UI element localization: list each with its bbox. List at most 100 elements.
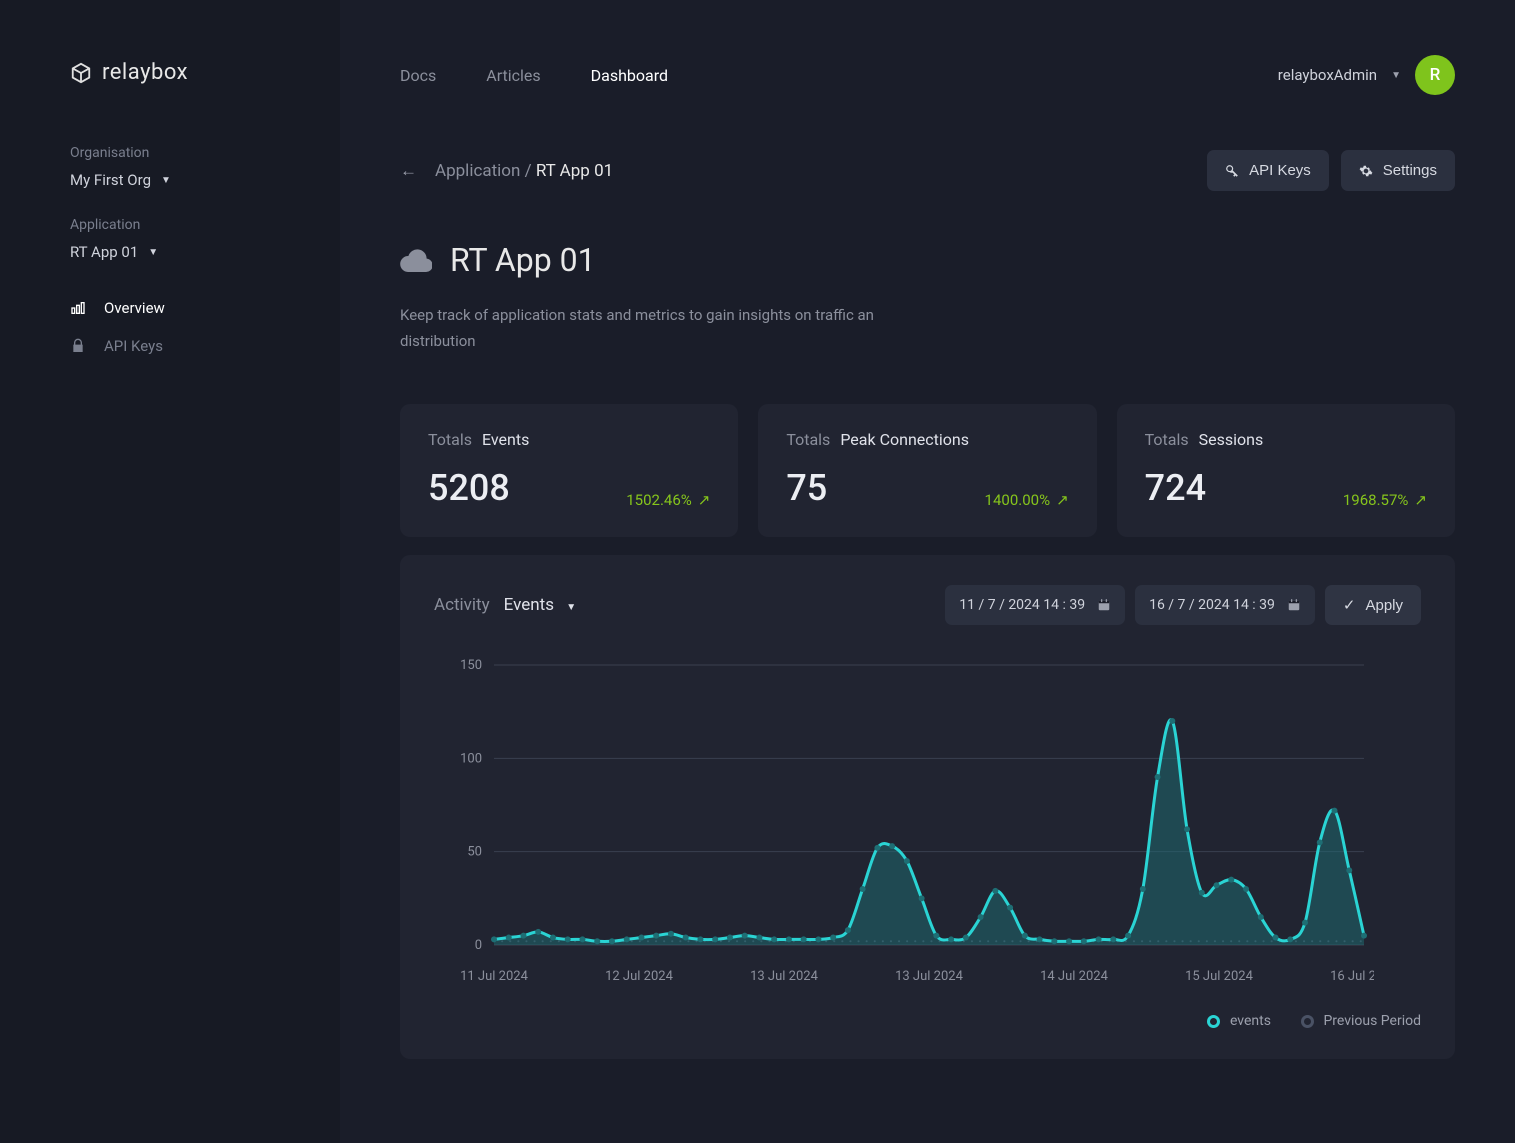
back-arrow-icon[interactable]: ← bbox=[400, 161, 417, 181]
apply-label: Apply bbox=[1365, 597, 1403, 614]
nav-articles[interactable]: Articles bbox=[486, 66, 540, 85]
caret-down-icon: ▼ bbox=[148, 247, 158, 258]
username: relayboxAdmin bbox=[1278, 66, 1377, 84]
card-value: 5208 bbox=[428, 467, 510, 509]
breadcrumb-row: ← Application / RT App 01 API Keys bbox=[400, 150, 1455, 191]
date-from-value: 11 / 7 / 2024 14 : 39 bbox=[959, 597, 1085, 613]
card-label: Sessions bbox=[1199, 430, 1264, 449]
breadcrumb-parent[interactable]: Application bbox=[435, 161, 520, 181]
main: Docs Articles Dashboard relayboxAdmin ▼ … bbox=[340, 0, 1515, 1143]
svg-text:150: 150 bbox=[460, 658, 482, 673]
sidebar-item-label: API Keys bbox=[104, 337, 163, 355]
org-value: My First Org bbox=[70, 171, 151, 189]
calendar-icon bbox=[1287, 598, 1301, 612]
brand-name: relaybox bbox=[102, 60, 188, 85]
api-keys-button[interactable]: API Keys bbox=[1207, 150, 1329, 191]
card-peak-connections: Totals Peak Connections 75 1400.00% ↗ bbox=[758, 404, 1096, 537]
topnav: Docs Articles Dashboard bbox=[400, 66, 668, 85]
date-to-value: 16 / 7 / 2024 14 : 39 bbox=[1149, 597, 1275, 613]
page-description: Keep track of application stats and metr… bbox=[400, 303, 920, 354]
svg-text:11 Jul 2024: 11 Jul 2024 bbox=[460, 969, 528, 984]
apply-button[interactable]: ✓ Apply bbox=[1325, 585, 1421, 625]
activity-label-muted: Activity bbox=[434, 595, 490, 615]
svg-text:13 Jul 2024: 13 Jul 2024 bbox=[895, 969, 963, 984]
user-menu[interactable]: relayboxAdmin ▼ R bbox=[1278, 55, 1455, 95]
nav-docs[interactable]: Docs bbox=[400, 66, 436, 85]
trend-up-icon: ↗ bbox=[1414, 491, 1427, 509]
legend-previous: Previous Period bbox=[1301, 1013, 1421, 1029]
api-keys-label: API Keys bbox=[1249, 162, 1311, 179]
card-label-muted: Totals bbox=[428, 430, 472, 449]
svg-text:14 Jul 2024: 14 Jul 2024 bbox=[1040, 969, 1108, 984]
date-to[interactable]: 16 / 7 / 2024 14 : 39 bbox=[1135, 585, 1315, 625]
logo[interactable]: relaybox bbox=[70, 60, 340, 85]
activity-panel: Activity Events ▼ 11 / 7 / 2024 14 : 39 bbox=[400, 555, 1455, 1059]
card-growth: 1400.00% ↗ bbox=[985, 491, 1069, 509]
card-label: Events bbox=[482, 430, 529, 449]
activity-head: Activity Events ▼ 11 / 7 / 2024 14 : 39 bbox=[434, 585, 1421, 625]
card-value: 724 bbox=[1145, 467, 1206, 509]
caret-down-icon: ▼ bbox=[1391, 70, 1401, 81]
breadcrumb: ← Application / RT App 01 bbox=[400, 161, 613, 181]
svg-text:50: 50 bbox=[467, 845, 482, 860]
settings-label: Settings bbox=[1383, 162, 1437, 179]
sidebar-nav: Overview API Keys bbox=[70, 289, 340, 365]
card-label: Peak Connections bbox=[840, 430, 969, 449]
trend-up-icon: ↗ bbox=[698, 491, 711, 509]
legend-label: Previous Period bbox=[1323, 1013, 1421, 1029]
svg-text:13 Jul 2024: 13 Jul 2024 bbox=[750, 969, 818, 984]
activity-controls: 11 / 7 / 2024 14 : 39 16 / 7 / 2024 14 :… bbox=[945, 585, 1421, 625]
svg-text:0: 0 bbox=[475, 938, 482, 953]
page-title: RT App 01 bbox=[450, 241, 596, 279]
date-from[interactable]: 11 / 7 / 2024 14 : 39 bbox=[945, 585, 1125, 625]
card-label-muted: Totals bbox=[786, 430, 830, 449]
card-growth: 1968.57% ↗ bbox=[1343, 491, 1427, 509]
chart-legend: events Previous Period bbox=[434, 1013, 1421, 1029]
gear-icon bbox=[1359, 164, 1373, 178]
card-label-muted: Totals bbox=[1145, 430, 1189, 449]
svg-text:15 Jul 2024: 15 Jul 2024 bbox=[1185, 969, 1253, 984]
chart-svg: 0 50 100 150 11 Jul 2024 12 Jul 2024 13 Jul 20… bbox=[434, 655, 1374, 995]
lock-icon bbox=[70, 338, 86, 354]
breadcrumb-sep: / bbox=[525, 161, 532, 181]
check-icon: ✓ bbox=[1343, 596, 1356, 614]
breadcrumb-current: RT App 01 bbox=[536, 161, 613, 181]
card-sessions: Totals Sessions 724 1968.57% ↗ bbox=[1117, 404, 1455, 537]
sidebar-item-apikeys[interactable]: API Keys bbox=[70, 327, 340, 365]
card-growth: 1502.46% ↗ bbox=[626, 491, 710, 509]
sidebar-item-label: Overview bbox=[104, 299, 165, 317]
card-events: Totals Events 5208 1502.46% ↗ bbox=[400, 404, 738, 537]
caret-down-icon: ▼ bbox=[566, 602, 576, 613]
activity-metric-select[interactable]: Events ▼ bbox=[504, 595, 576, 615]
page-title-row: RT App 01 bbox=[400, 241, 1455, 279]
svg-text:12 Jul 2024: 12 Jul 2024 bbox=[605, 969, 673, 984]
calendar-icon bbox=[1097, 598, 1111, 612]
sidebar-item-overview[interactable]: Overview bbox=[70, 289, 340, 327]
settings-button[interactable]: Settings bbox=[1341, 150, 1455, 191]
avatar[interactable]: R bbox=[1415, 55, 1455, 95]
sidebar: relaybox Organisation My First Org ▼ App… bbox=[0, 0, 340, 1143]
cube-icon bbox=[70, 62, 92, 84]
legend-label: events bbox=[1230, 1013, 1271, 1029]
topbar: Docs Articles Dashboard relayboxAdmin ▼ … bbox=[400, 55, 1455, 95]
app-select[interactable]: RT App 01 ▼ bbox=[70, 243, 340, 261]
trend-up-icon: ↗ bbox=[1056, 491, 1069, 509]
growth-value: 1400.00% bbox=[985, 491, 1051, 509]
svg-text:100: 100 bbox=[460, 751, 482, 766]
chart-icon bbox=[70, 300, 86, 316]
legend-dot-icon bbox=[1301, 1015, 1314, 1028]
card-value: 75 bbox=[786, 467, 827, 509]
caret-down-icon: ▼ bbox=[161, 175, 171, 186]
avatar-initial: R bbox=[1430, 65, 1441, 85]
app-label: Application bbox=[70, 217, 340, 233]
growth-value: 1502.46% bbox=[626, 491, 692, 509]
svg-text:16 Jul 2024: 16 Jul 2024 bbox=[1330, 969, 1374, 984]
org-label: Organisation bbox=[70, 145, 340, 161]
page-actions: API Keys Settings bbox=[1207, 150, 1455, 191]
org-select[interactable]: My First Org ▼ bbox=[70, 171, 340, 189]
activity-metric-label: Events bbox=[504, 595, 554, 615]
nav-dashboard[interactable]: Dashboard bbox=[591, 66, 668, 85]
legend-events: events bbox=[1207, 1013, 1270, 1029]
growth-value: 1968.57% bbox=[1343, 491, 1409, 509]
app-value: RT App 01 bbox=[70, 243, 138, 261]
